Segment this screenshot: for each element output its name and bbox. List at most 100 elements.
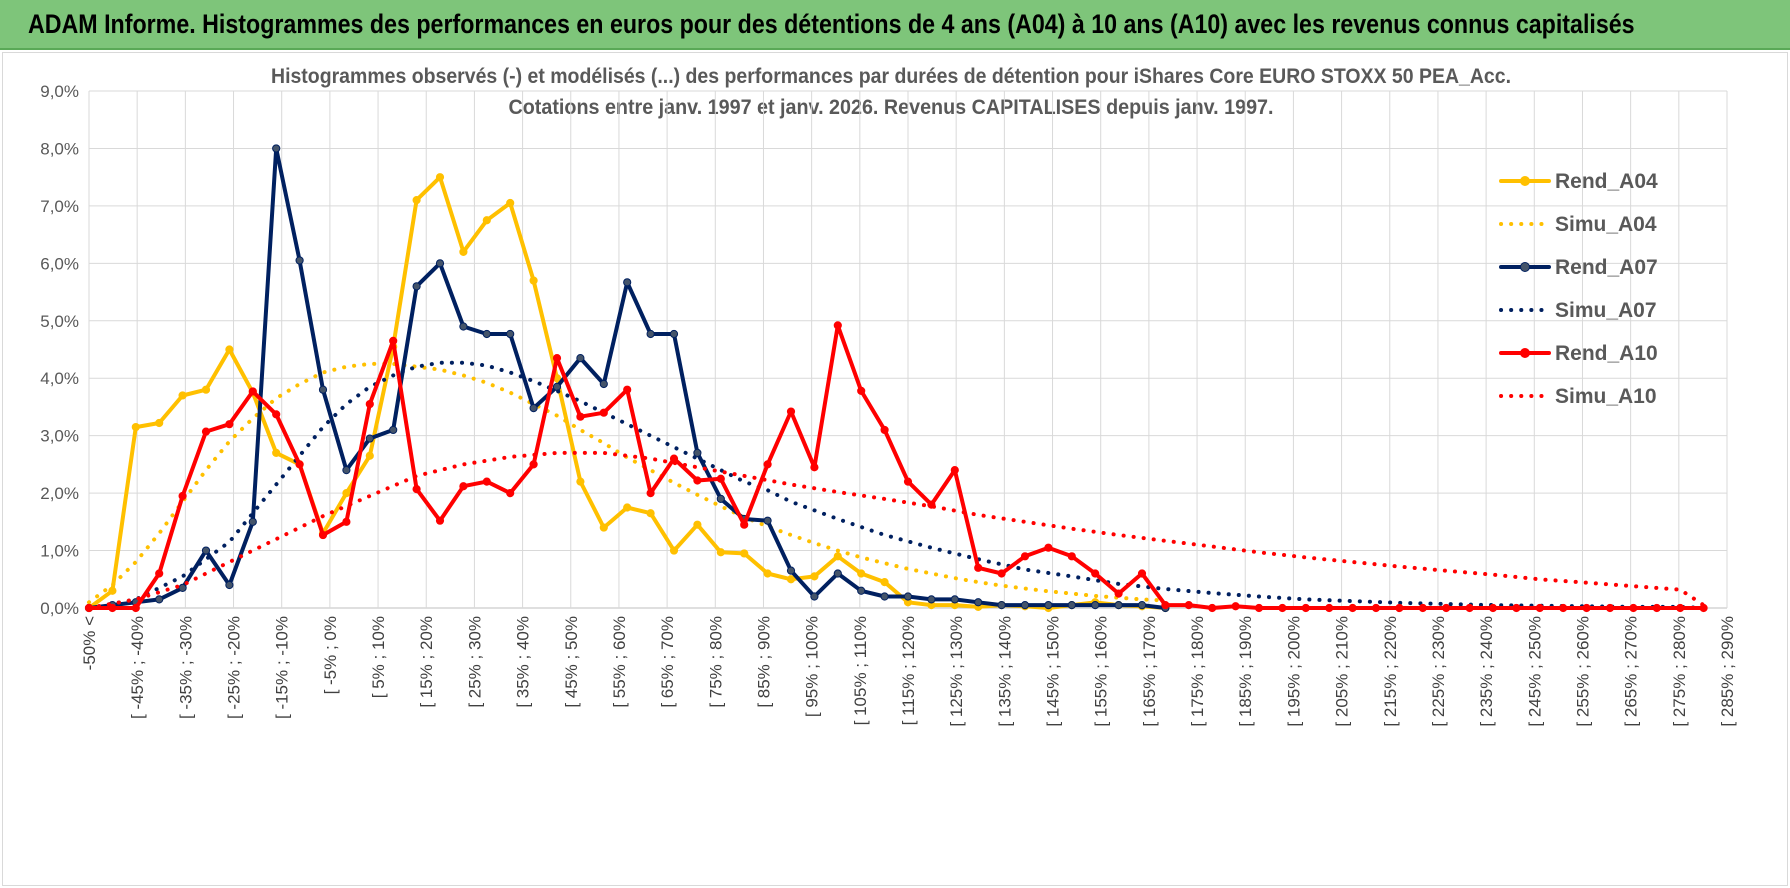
data-point [997,569,1006,578]
data-point [342,517,351,526]
legend-label: Rend_A07 [1555,256,1658,279]
data-point [389,336,398,345]
data-point [459,322,468,331]
chart-title: Histogrammes observés (-) et modélisés (… [271,65,1511,88]
data-point [1488,603,1498,613]
data-point [1114,601,1123,610]
legend-label: Simu_A04 [1555,213,1657,236]
data-point [272,410,281,419]
data-point [857,586,866,595]
data-point [903,477,913,486]
data-point [740,520,749,529]
y-tick-label: 3,0% [40,427,79,446]
data-point [1184,601,1193,610]
y-tick-label: 2,0% [40,484,79,503]
chart-svg: Histogrammes observés (-) et modélisés (… [40,65,1737,727]
data-point [365,451,374,460]
x-tick-label: [ 115% ; 120% [899,616,918,725]
data-point [1091,601,1100,610]
data-point [669,546,679,555]
data-point [740,549,749,558]
x-tick-label: [ 215% ; 220% [1381,616,1400,727]
x-tick-label: [ 45% ; 50% [562,616,581,708]
x-tick-label: [ 275% ; 280% [1670,616,1689,727]
x-tick-label: [ 95% ; 100% [803,616,822,717]
data-point [1512,603,1521,613]
data-point [155,595,164,604]
data-point [482,329,491,339]
data-point [810,463,819,472]
data-point [623,503,632,512]
data-point [646,509,655,518]
data-point [833,552,842,561]
data-point [1020,601,1030,610]
data-point [342,466,351,475]
data-point [1161,601,1170,610]
x-tick-label: [ 195% ; 200% [1284,616,1303,727]
data-point [459,247,468,256]
data-point [318,385,328,394]
x-tick-label: [ 155% ; 160% [1092,616,1111,727]
x-tick-label: [ 15% ; 20% [417,616,436,708]
x-tick-label: [ 105% ; 110% [851,616,870,725]
data-point [178,491,187,501]
x-tick-label: [ 205% ; 210% [1333,616,1352,727]
x-tick-label: [ 245% ; 250% [1525,616,1544,727]
data-point [1676,603,1685,613]
data-point [716,548,725,557]
data-point [272,144,281,153]
legend-marker [1520,348,1530,358]
data-point [903,592,913,601]
x-tick-label: [ 35% ; 40% [514,616,533,708]
x-tick-label: [ 285% ; 290% [1718,616,1737,727]
data-point [201,385,211,394]
x-tick-label: [ -45% ; -40% [128,616,147,719]
series-line-rend-a10 [87,323,1706,610]
data-point [552,382,562,391]
x-tick-label: [ 265% ; 270% [1622,616,1641,727]
data-point [178,391,187,400]
legend-marker [1520,262,1530,272]
x-tick-label: [ -5% ; 0% [321,616,340,694]
data-point [1535,603,1544,613]
data-point [1044,543,1053,552]
data-point [950,595,959,604]
data-point [529,276,538,285]
y-tick-label: 6,0% [40,254,79,273]
data-point [623,385,632,394]
data-point [693,448,702,457]
data-point [576,354,585,363]
plot-area [84,144,1708,613]
data-point [131,603,140,613]
data-point [225,345,234,354]
x-tick-label: [ 75% ; 80% [706,616,725,708]
data-point [1020,552,1030,561]
data-point [599,523,608,532]
legend: Rend_A04 Simu_A04 Rend_A07 Simu_A07 Rend_A10… [1499,170,1658,408]
data-point [529,403,538,413]
data-point [1629,603,1638,613]
data-point [1418,603,1427,613]
data-point [155,418,164,428]
data-point [576,477,585,486]
legend-label: Rend_A04 [1555,170,1658,193]
series-line-simu-a04 [87,361,1168,605]
data-point [365,434,374,443]
data-point [389,425,398,435]
legend-label: Simu_A10 [1555,385,1657,408]
data-point [1442,603,1451,613]
x-tick-label: -50% < [80,616,99,670]
data-point [1395,603,1404,613]
legend-marker [1520,176,1530,186]
data-point [201,546,211,555]
data-point [225,420,234,429]
data-point [1605,603,1615,613]
x-tick-label: [ 225% ; 230% [1429,616,1448,727]
data-point [997,601,1006,610]
data-point [786,575,796,584]
data-point [599,408,608,417]
data-point [1044,601,1053,610]
data-point [225,580,234,590]
data-point [108,603,117,613]
y-axis: 0,0% 1,0% 2,0% 3,0% 4,0% 5,0% 6,0% 7,0% 8,0% 9,0% [40,82,79,618]
